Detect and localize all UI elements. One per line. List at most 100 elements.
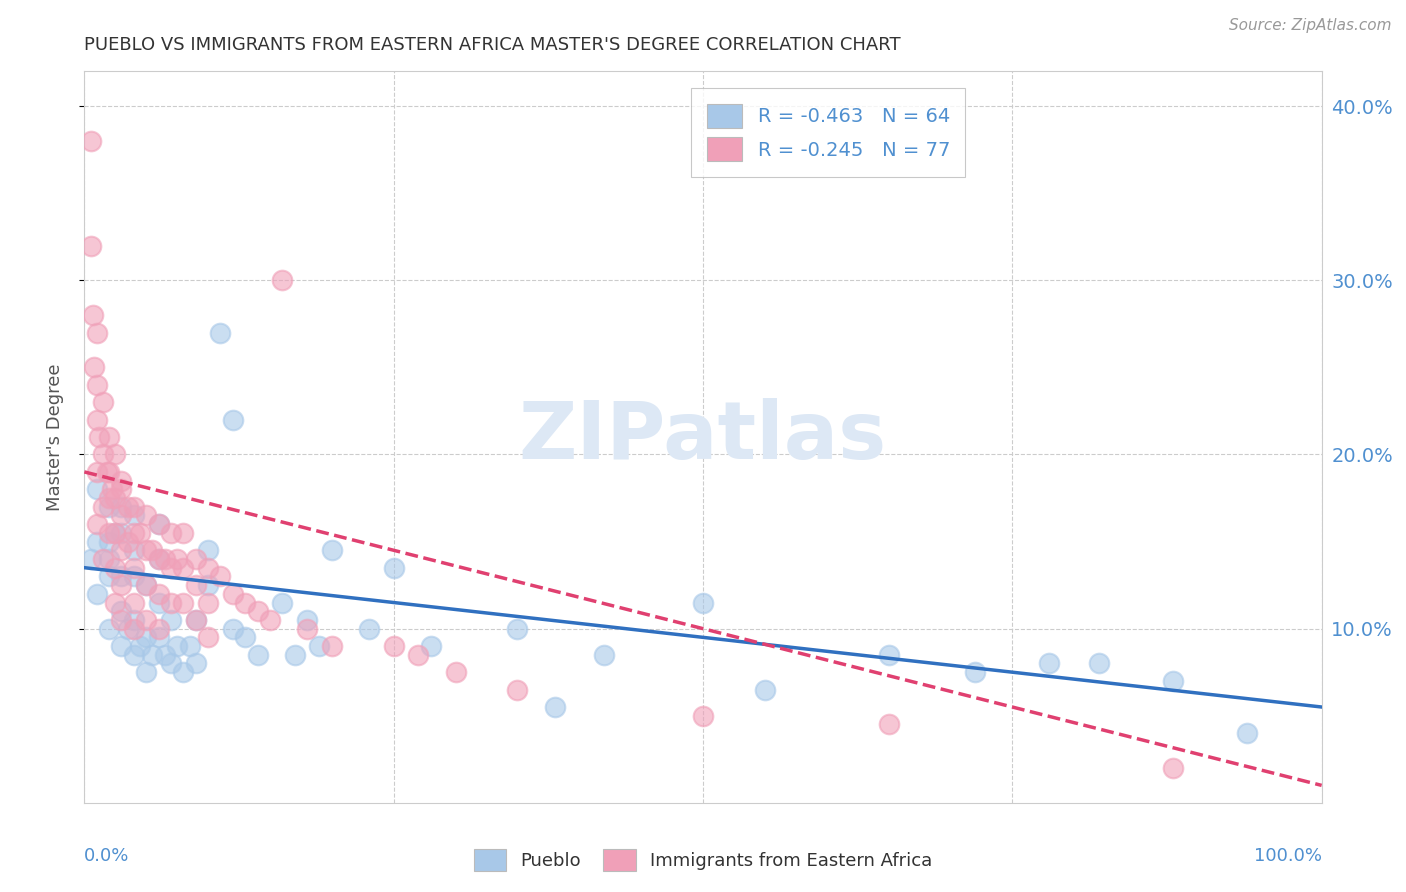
Point: [122, 648, 145, 662]
Point: [98, 569, 121, 583]
Point: [104, 491, 127, 505]
Point: [86, 465, 108, 479]
Point: [357, 622, 380, 636]
Point: [98, 465, 121, 479]
Point: [1161, 673, 1184, 688]
Point: [308, 639, 330, 653]
Point: [79, 238, 101, 252]
Point: [184, 657, 207, 671]
Point: [197, 595, 219, 609]
Point: [82, 308, 104, 322]
Point: [117, 534, 139, 549]
Point: [246, 648, 269, 662]
Point: [172, 560, 194, 574]
Point: [259, 613, 281, 627]
Point: [135, 543, 157, 558]
Point: [197, 578, 219, 592]
Y-axis label: Master's Degree: Master's Degree: [45, 363, 63, 511]
Point: [148, 631, 170, 645]
Point: [148, 595, 170, 609]
Point: [122, 569, 145, 583]
Text: PUEBLO VS IMMIGRANTS FROM EASTERN AFRICA MASTER'S DEGREE CORRELATION CHART: PUEBLO VS IMMIGRANTS FROM EASTERN AFRICA…: [84, 36, 901, 54]
Point: [129, 639, 152, 653]
Point: [98, 622, 121, 636]
Point: [86, 534, 108, 549]
Point: [117, 622, 139, 636]
Point: [222, 587, 245, 601]
Point: [122, 500, 145, 514]
Point: [122, 560, 145, 574]
Point: [79, 134, 101, 148]
Point: [98, 525, 121, 540]
Point: [877, 717, 900, 731]
Point: [184, 578, 207, 592]
Point: [148, 552, 170, 566]
Legend: Pueblo, Immigrants from Eastern Africa: Pueblo, Immigrants from Eastern Africa: [467, 842, 939, 879]
Point: [96, 465, 118, 479]
Point: [160, 560, 183, 574]
Point: [184, 613, 207, 627]
Point: [110, 500, 132, 514]
Text: ZIPatlas: ZIPatlas: [519, 398, 887, 476]
Point: [148, 622, 170, 636]
Point: [110, 483, 132, 497]
Point: [295, 622, 318, 636]
Point: [965, 665, 987, 680]
Point: [122, 508, 145, 523]
Point: [129, 525, 152, 540]
Point: [160, 525, 183, 540]
Point: [83, 360, 105, 375]
Point: [593, 648, 616, 662]
Point: [141, 543, 163, 558]
Point: [148, 517, 170, 532]
Point: [122, 543, 145, 558]
Point: [1236, 726, 1258, 740]
Point: [197, 631, 219, 645]
Point: [91, 395, 114, 409]
Point: [295, 613, 318, 627]
Point: [1161, 761, 1184, 775]
Point: [153, 648, 176, 662]
Point: [110, 569, 132, 583]
Point: [135, 665, 157, 680]
Point: [110, 604, 132, 618]
Point: [197, 560, 219, 574]
Point: [135, 631, 157, 645]
Point: [246, 604, 269, 618]
Point: [444, 665, 467, 680]
Point: [98, 500, 121, 514]
Point: [172, 525, 194, 540]
Text: Source: ZipAtlas.com: Source: ZipAtlas.com: [1229, 18, 1392, 33]
Text: 0.0%: 0.0%: [84, 847, 129, 864]
Point: [117, 500, 139, 514]
Point: [148, 552, 170, 566]
Point: [122, 622, 145, 636]
Point: [148, 587, 170, 601]
Point: [110, 543, 132, 558]
Point: [506, 622, 529, 636]
Point: [233, 595, 256, 609]
Point: [86, 483, 108, 497]
Point: [197, 543, 219, 558]
Point: [89, 430, 111, 444]
Point: [321, 543, 343, 558]
Point: [135, 578, 157, 592]
Point: [141, 648, 163, 662]
Point: [110, 474, 132, 488]
Point: [166, 639, 188, 653]
Point: [91, 500, 114, 514]
Point: [86, 377, 108, 392]
Point: [110, 508, 132, 523]
Point: [110, 613, 132, 627]
Point: [160, 613, 183, 627]
Point: [122, 595, 145, 609]
Point: [160, 657, 183, 671]
Point: [104, 448, 127, 462]
Point: [86, 412, 108, 426]
Point: [209, 569, 232, 583]
Text: 100.0%: 100.0%: [1254, 847, 1322, 864]
Point: [135, 508, 157, 523]
Point: [172, 665, 194, 680]
Point: [1088, 657, 1111, 671]
Point: [98, 552, 121, 566]
